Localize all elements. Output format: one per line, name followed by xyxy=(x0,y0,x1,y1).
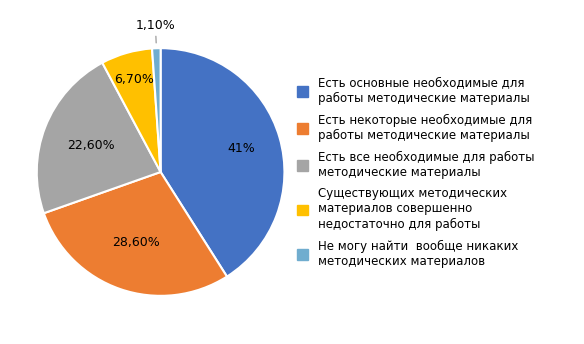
Wedge shape xyxy=(102,49,161,172)
Text: 22,60%: 22,60% xyxy=(68,139,115,152)
Text: 41%: 41% xyxy=(228,142,255,155)
Text: 1,10%: 1,10% xyxy=(135,20,175,32)
Wedge shape xyxy=(44,172,227,296)
Text: 6,70%: 6,70% xyxy=(114,73,154,86)
Wedge shape xyxy=(37,63,161,213)
Legend: Есть основные необходимые для
работы методические материалы, Есть некоторые необ: Есть основные необходимые для работы мет… xyxy=(297,76,534,268)
Wedge shape xyxy=(152,48,161,172)
Text: 28,60%: 28,60% xyxy=(113,236,160,249)
Wedge shape xyxy=(161,48,284,277)
